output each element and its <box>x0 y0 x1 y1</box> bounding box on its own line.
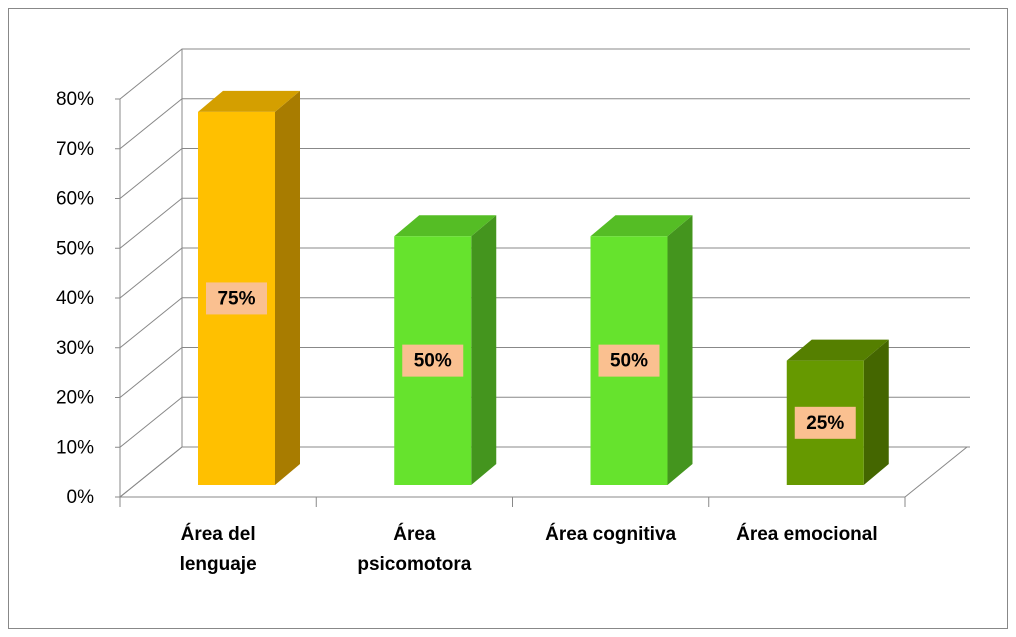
y-tick-label: 30% <box>56 338 94 359</box>
grid-line <box>119 396 970 448</box>
grid-line <box>119 148 970 199</box>
x-tick-label: Área <box>393 523 436 545</box>
value-label-bg <box>402 344 464 377</box>
y-tick-label: 50% <box>56 238 94 259</box>
bar-top <box>198 90 300 112</box>
y-tick-label: 70% <box>56 139 94 160</box>
chart-border <box>8 8 1008 629</box>
grid-line <box>119 347 970 398</box>
grid-line <box>119 98 970 150</box>
grid-line <box>119 297 970 349</box>
y-tick-label: 60% <box>56 189 94 210</box>
y-tick-label: 40% <box>56 288 94 309</box>
value-label-bg <box>206 282 267 315</box>
x-tick-label: Área emocional <box>736 523 878 545</box>
x-tick-label: Área cognitiva <box>545 523 676 545</box>
value-label-bg <box>794 406 856 439</box>
grid-line <box>119 197 970 249</box>
value-label: 50% <box>414 351 452 372</box>
value-label: 25% <box>806 413 844 434</box>
y-tick-label: 20% <box>56 388 94 409</box>
bar-top <box>786 339 889 361</box>
y-tick-label: 80% <box>56 89 94 110</box>
bar-side <box>275 90 300 485</box>
bar-side <box>863 339 889 485</box>
grid-line <box>119 446 970 498</box>
bar-top <box>394 215 497 237</box>
value-label-bg <box>598 344 660 377</box>
x-tick-label: Área del <box>181 523 256 545</box>
bar-top <box>590 215 693 237</box>
bar-side <box>667 215 693 485</box>
value-label: 50% <box>610 351 648 372</box>
x-tick-label: lenguaje <box>180 554 257 575</box>
grid-line <box>119 247 970 299</box>
grid-line <box>119 48 970 100</box>
y-tick-label: 0% <box>67 487 95 508</box>
x-tick-label: psicomotora <box>357 554 471 575</box>
y-tick-label: 10% <box>56 437 94 458</box>
value-label: 75% <box>217 288 255 309</box>
bar-side <box>471 215 497 485</box>
